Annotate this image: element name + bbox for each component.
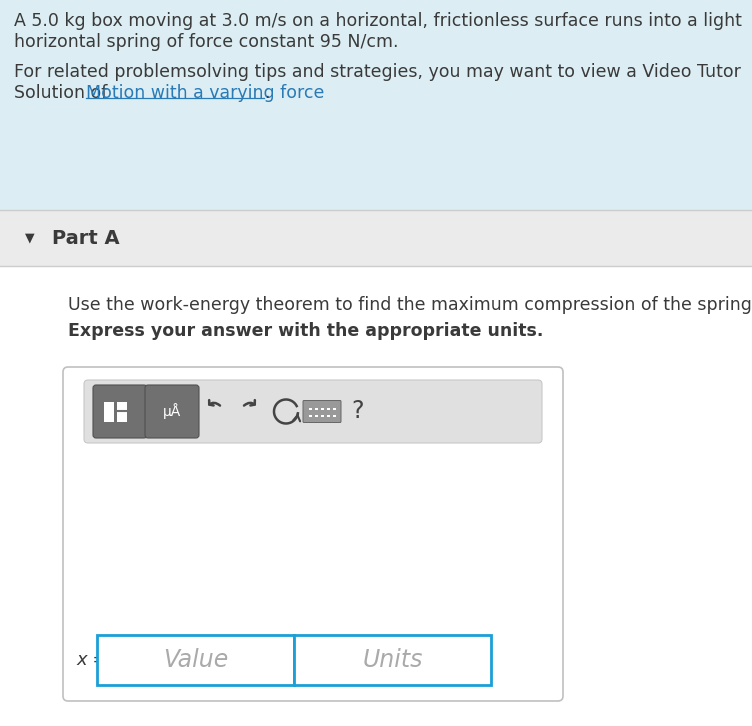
Text: Units: Units — [362, 648, 423, 672]
Bar — [332, 415, 335, 417]
Bar — [104, 401, 114, 422]
FancyBboxPatch shape — [294, 635, 491, 685]
Bar — [320, 415, 323, 417]
FancyBboxPatch shape — [0, 0, 752, 210]
Bar — [320, 407, 323, 410]
Text: ?: ? — [352, 399, 364, 423]
FancyBboxPatch shape — [97, 635, 294, 685]
Text: For related problemsolving tips and strategies, you may want to view a Video Tut: For related problemsolving tips and stra… — [14, 63, 741, 81]
FancyBboxPatch shape — [0, 210, 752, 266]
Bar — [308, 415, 311, 417]
FancyBboxPatch shape — [303, 401, 341, 423]
Text: Part A: Part A — [52, 229, 120, 248]
Bar — [332, 407, 335, 410]
Text: Express your answer with the appropriate units.: Express your answer with the appropriate… — [68, 322, 544, 340]
Text: horizontal spring of force constant 95 N/cm.: horizontal spring of force constant 95 N… — [14, 33, 399, 51]
Text: Motion with a varying force: Motion with a varying force — [86, 84, 324, 102]
Bar — [326, 415, 329, 417]
Bar — [314, 415, 317, 417]
Text: Use the work-energy theorem to find the maximum compression of the spring.: Use the work-energy theorem to find the … — [68, 296, 752, 314]
Bar — [326, 407, 329, 410]
FancyBboxPatch shape — [63, 367, 563, 701]
Text: µÅ: µÅ — [163, 404, 181, 420]
Text: ▼: ▼ — [25, 232, 35, 245]
Bar — [308, 407, 311, 410]
Text: x =: x = — [76, 651, 108, 669]
Text: .: . — [264, 84, 269, 102]
Bar — [314, 407, 317, 410]
FancyBboxPatch shape — [93, 385, 147, 438]
FancyBboxPatch shape — [84, 380, 542, 443]
Text: Value: Value — [163, 648, 228, 672]
FancyBboxPatch shape — [145, 385, 199, 438]
Text: A 5.0 kg box moving at 3.0 m/s on a horizontal, frictionless surface runs into a: A 5.0 kg box moving at 3.0 m/s on a hori… — [14, 12, 742, 30]
Text: Solution of: Solution of — [14, 84, 113, 102]
Bar — [117, 401, 127, 422]
